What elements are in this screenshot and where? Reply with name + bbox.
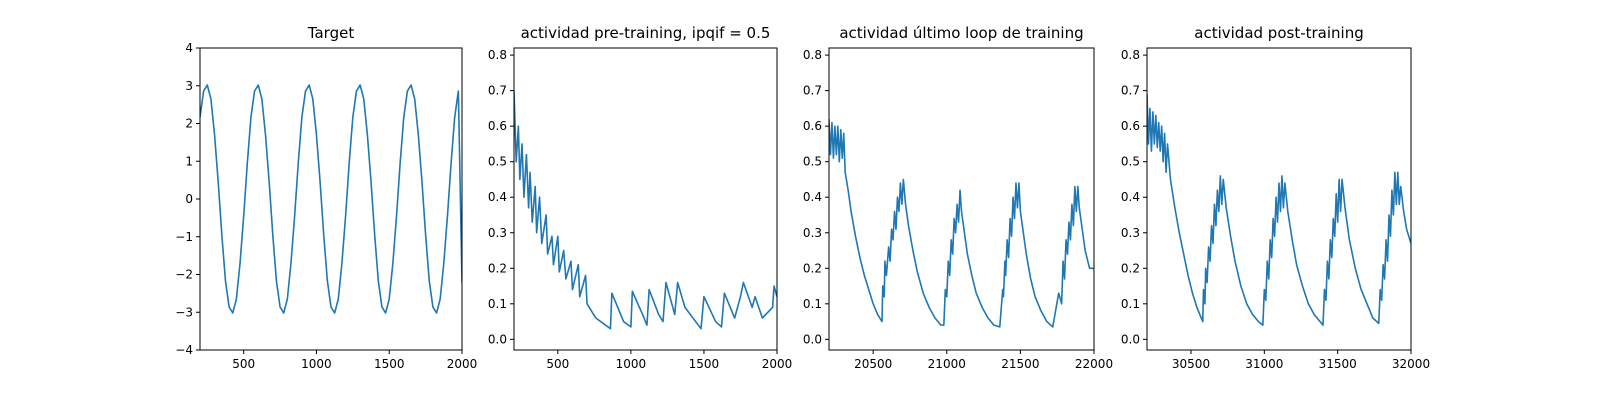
y-tick-label: 0.8 xyxy=(803,48,822,62)
x-tick-label: 2000 xyxy=(762,357,793,371)
y-tick-label: 0.3 xyxy=(488,226,507,240)
subplot-1: 500 1000 1500 2000 −4 −3 −2 −1 0 1 2 3 4 Target xyxy=(175,24,477,371)
x-tick-label: 20500 xyxy=(854,357,892,371)
y-tick-label: −4 xyxy=(175,343,193,357)
y-tick-label: 0.3 xyxy=(1121,226,1140,240)
y-tick-label: 0.5 xyxy=(1121,155,1140,169)
x-tick-label: 21000 xyxy=(928,357,966,371)
axes-frame xyxy=(1146,47,1412,351)
y-tick-label: 3 xyxy=(185,79,193,93)
y-tick-label: 0.6 xyxy=(803,119,822,133)
series-line xyxy=(829,119,1094,328)
series-line xyxy=(514,90,777,330)
y-tick-label: 4 xyxy=(185,41,193,55)
y-tick-label: 0.1 xyxy=(488,297,507,311)
y-tick-label: 1 xyxy=(185,154,193,168)
x-tick-label: 32000 xyxy=(1392,357,1430,371)
x-tick-label: 1000 xyxy=(616,357,647,371)
y-tick-label: 0.7 xyxy=(803,84,822,98)
y-tick-label: 0.5 xyxy=(488,155,507,169)
y-tick-label: 0.4 xyxy=(803,190,822,204)
y-tick-label: 0.0 xyxy=(803,332,822,346)
x-tick-label: 31000 xyxy=(1245,357,1283,371)
y-tick-label: 0 xyxy=(185,192,193,206)
y-tick-label: 0.4 xyxy=(1121,190,1140,204)
y-tick-label: 0.6 xyxy=(1121,119,1140,133)
x-tick-label: 31500 xyxy=(1319,357,1357,371)
subplot-title: actividad pre-training, ipqif = 0.5 xyxy=(521,24,771,42)
y-tick-label: 0.8 xyxy=(1121,48,1140,62)
y-tick-label: −3 xyxy=(175,305,193,319)
y-tick-label: 0.1 xyxy=(1121,297,1140,311)
axes-frame xyxy=(513,47,778,351)
subplot-title: actividad último loop de training xyxy=(839,24,1083,42)
y-tick-label: 0.6 xyxy=(488,119,507,133)
x-tick-label: 1000 xyxy=(301,357,332,371)
x-tick-label: 1500 xyxy=(374,357,405,371)
y-tick-label: 0.7 xyxy=(1121,84,1140,98)
x-tick-label: 2000 xyxy=(447,357,478,371)
series-line xyxy=(1147,94,1411,326)
x-tick-label: 21500 xyxy=(1001,357,1039,371)
y-tick-label: 0.2 xyxy=(803,261,822,275)
y-tick-label: 0.4 xyxy=(488,190,507,204)
y-tick-label: −2 xyxy=(175,268,193,282)
y-tick-label: 0.3 xyxy=(803,226,822,240)
y-tick-label: 0.8 xyxy=(488,48,507,62)
x-tick-label: 22000 xyxy=(1075,357,1113,371)
series-line xyxy=(200,84,462,314)
subplot-3: 20500 21000 21500 22000 0.0 0.1 0.2 0.3 0.4 0.5 0.… xyxy=(803,24,1113,371)
y-tick-label: 0.0 xyxy=(488,332,507,346)
y-tick-label: 0.7 xyxy=(488,84,507,98)
y-tick-label: −1 xyxy=(175,230,193,244)
subplot-2: 500 1000 1500 2000 0.0 0.1 0.2 0.3 0.4 0.5 0.6 0.7 0… xyxy=(488,24,792,371)
y-tick-label: 0.2 xyxy=(488,261,507,275)
axes-frame xyxy=(828,47,1095,351)
y-tick-label: 0.5 xyxy=(803,155,822,169)
subplot-title: Target xyxy=(307,24,355,42)
x-tick-label: 500 xyxy=(232,357,255,371)
subplot-4: 30500 31000 31500 32000 0.0 0.1 0.2 0.3 0.4 0.5 0.… xyxy=(1121,24,1430,371)
subplot-title: actividad post-training xyxy=(1194,24,1363,42)
x-tick-label: 1500 xyxy=(689,357,720,371)
x-tick-label: 500 xyxy=(546,357,569,371)
x-tick-label: 30500 xyxy=(1172,357,1210,371)
y-tick-label: 0.1 xyxy=(803,297,822,311)
y-tick-label: 0.2 xyxy=(1121,261,1140,275)
y-tick-label: 2 xyxy=(185,117,193,131)
y-tick-label: 0.0 xyxy=(1121,332,1140,346)
